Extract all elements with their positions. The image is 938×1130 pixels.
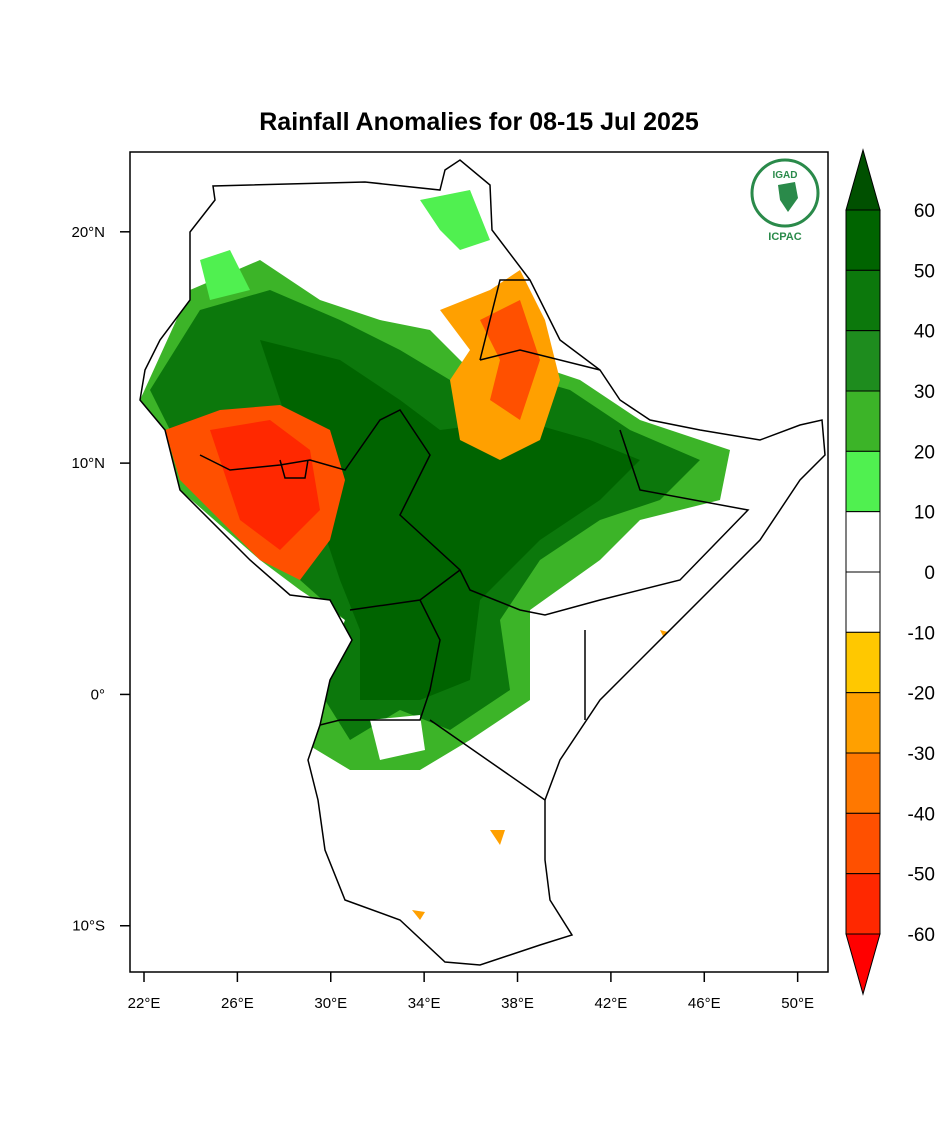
colorbar-box — [845, 812, 881, 875]
x-tick-label: 34°E — [408, 995, 441, 1012]
map-frame — [129, 151, 829, 973]
y-tick-label: 20°N — [71, 224, 105, 241]
x-tick-label: 22°E — [128, 995, 161, 1012]
colorbar-arrow-top — [845, 148, 881, 211]
colorbar-box — [845, 450, 881, 513]
logo: IGAD ICPAC — [750, 158, 820, 243]
colorbar-label: -20 — [908, 684, 935, 705]
logo-name: IGAD — [773, 170, 798, 181]
colorbar-label: 10 — [914, 503, 935, 524]
colorbar-label: -10 — [908, 623, 935, 644]
colorbar-label: -30 — [908, 744, 935, 765]
x-tick-label: 42°E — [595, 995, 628, 1012]
colorbar-box — [845, 390, 881, 452]
x-tick-label: 50°E — [781, 995, 814, 1012]
colorbar-label: 0 — [924, 563, 935, 584]
anomaly-field — [140, 160, 825, 965]
colorbar-box — [845, 511, 881, 573]
borders — [139, 159, 826, 966]
colorbar-label: -40 — [908, 804, 935, 825]
colorbar-label: 60 — [914, 201, 935, 222]
y-tick-label: 10°S — [72, 918, 105, 935]
colorbar-box — [845, 330, 881, 392]
colorbar-label: 50 — [914, 261, 935, 282]
colorbar-label: 20 — [914, 442, 935, 463]
logo-org: ICPAC — [768, 231, 801, 243]
colorbar-label: -50 — [908, 865, 935, 886]
colorbar-box — [845, 873, 881, 935]
x-tick-label: 30°E — [314, 995, 347, 1012]
colorbar-box — [845, 631, 881, 694]
x-tick-label: 46°E — [688, 995, 721, 1012]
colorbar-label: -60 — [908, 925, 935, 946]
colorbar-label: 40 — [914, 322, 935, 343]
y-tick-label: 10°N — [71, 455, 105, 472]
x-tick-label: 26°E — [221, 995, 254, 1012]
colorbar-box — [845, 269, 881, 332]
x-tick-label: 38°E — [501, 995, 534, 1012]
colorbar-label: 30 — [914, 382, 935, 403]
colorbar-box — [845, 571, 881, 633]
colorbar-box — [845, 692, 881, 754]
map-title: Rainfall Anomalies for 08-15 Jul 2025 — [259, 108, 699, 136]
colorbar-arrow-bottom — [845, 933, 881, 996]
logo-icon — [778, 182, 798, 212]
colorbar-box — [845, 209, 881, 271]
y-tick-label: 0° — [91, 686, 105, 703]
colorbar-box — [845, 752, 881, 814]
